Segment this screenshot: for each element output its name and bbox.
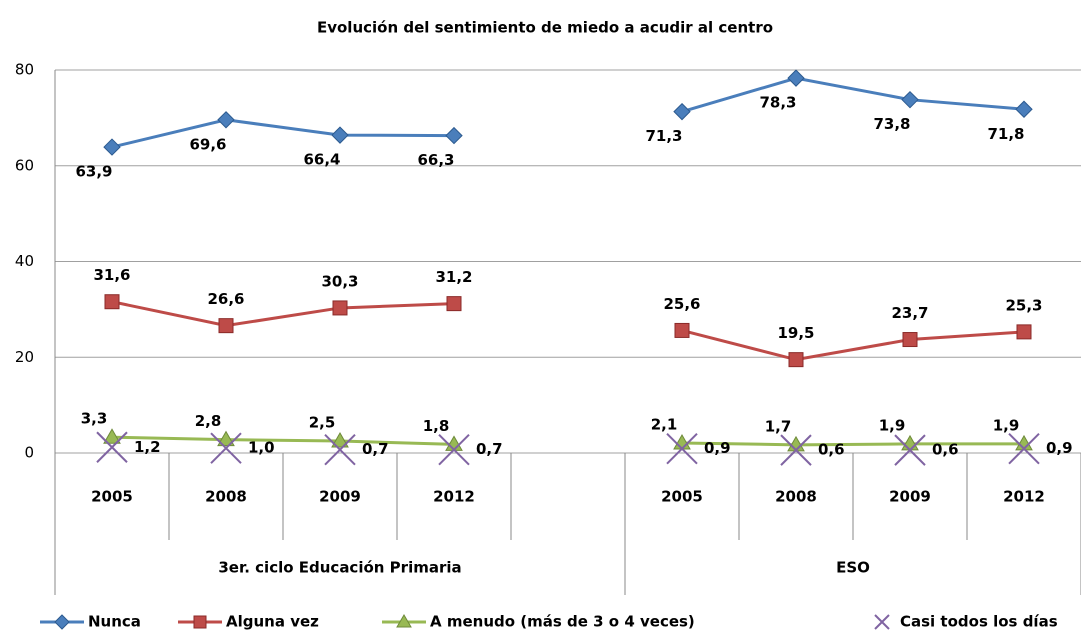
marker bbox=[894, 434, 926, 466]
data-label: 0,9 bbox=[704, 439, 731, 457]
chart-title: Evolución del sentimiento de miedo a acu… bbox=[317, 19, 773, 37]
marker bbox=[1016, 324, 1032, 340]
data-label: 1,9 bbox=[879, 416, 906, 434]
marker bbox=[674, 322, 690, 338]
x-tick-label: 2009 bbox=[319, 488, 361, 506]
legend-marker bbox=[396, 614, 412, 628]
y-tick-label: 80 bbox=[15, 61, 34, 79]
data-label: 25,6 bbox=[663, 295, 700, 313]
group-label: 3er. ciclo Educación Primaria bbox=[218, 559, 461, 577]
y-tick-label: 0 bbox=[24, 444, 34, 462]
y-tick-label: 60 bbox=[15, 156, 34, 174]
data-label: 31,2 bbox=[435, 268, 472, 286]
data-label: 0,9 bbox=[1046, 439, 1073, 457]
marker bbox=[787, 69, 805, 87]
x-tick-label: 2009 bbox=[889, 488, 931, 506]
x-tick-label: 2008 bbox=[775, 488, 817, 506]
data-label: 19,5 bbox=[777, 324, 814, 342]
marker bbox=[673, 102, 691, 121]
data-label: 23,7 bbox=[891, 304, 928, 322]
marker bbox=[902, 332, 918, 348]
marker bbox=[96, 431, 128, 463]
data-label: 0,7 bbox=[362, 440, 389, 458]
data-label: 69,6 bbox=[189, 135, 226, 153]
data-label: 1,9 bbox=[993, 416, 1020, 434]
x-tick-label: 2005 bbox=[661, 488, 703, 506]
marker bbox=[446, 296, 462, 312]
x-tick-label: 2012 bbox=[1003, 488, 1045, 506]
group-label: ESO bbox=[836, 559, 870, 577]
x-tick-label: 2012 bbox=[433, 488, 475, 506]
marker bbox=[780, 434, 812, 466]
data-label: 1,8 bbox=[423, 417, 450, 435]
marker bbox=[666, 432, 698, 465]
marker bbox=[1015, 100, 1033, 118]
x-tick-label: 2008 bbox=[205, 488, 247, 506]
marker bbox=[445, 126, 463, 145]
marker bbox=[104, 294, 120, 310]
data-label: 3,3 bbox=[81, 410, 108, 428]
data-label: 30,3 bbox=[321, 272, 358, 290]
marker bbox=[217, 430, 235, 447]
marker bbox=[103, 428, 121, 444]
marker bbox=[438, 433, 470, 466]
data-label: 1,7 bbox=[765, 417, 792, 435]
marker bbox=[332, 300, 348, 316]
data-label: 0,6 bbox=[932, 441, 959, 459]
marker bbox=[210, 432, 242, 464]
marker bbox=[1008, 432, 1040, 465]
data-label: 31,6 bbox=[93, 266, 130, 284]
data-label: 2,8 bbox=[195, 412, 222, 430]
marker bbox=[331, 126, 349, 144]
data-label: 71,3 bbox=[645, 127, 682, 145]
legend-marker bbox=[193, 615, 207, 629]
marker bbox=[901, 90, 919, 109]
legend-label: Alguna vez bbox=[226, 613, 319, 631]
legend-marker bbox=[54, 614, 70, 630]
legend-label: Casi todos los días bbox=[900, 613, 1058, 631]
series-line bbox=[111, 435, 1024, 447]
y-tick-label: 20 bbox=[15, 348, 34, 366]
data-label: 1,2 bbox=[134, 438, 161, 456]
marker bbox=[331, 432, 349, 448]
data-label: 2,1 bbox=[651, 415, 678, 433]
x-tick-label: 2005 bbox=[91, 488, 133, 506]
series-line bbox=[111, 300, 1025, 362]
marker bbox=[217, 111, 235, 129]
series-line bbox=[111, 76, 1025, 149]
data-label: 25,3 bbox=[1005, 296, 1042, 314]
data-label: 1,0 bbox=[248, 439, 275, 457]
legend-label: Nunca bbox=[88, 613, 141, 631]
data-label: 78,3 bbox=[759, 94, 796, 112]
data-label: 2,5 bbox=[309, 414, 336, 432]
data-label: 26,6 bbox=[207, 290, 244, 308]
y-tick-label: 40 bbox=[15, 252, 34, 270]
data-label: 71,8 bbox=[987, 125, 1024, 143]
data-label: 0,6 bbox=[818, 441, 845, 459]
marker bbox=[103, 138, 121, 156]
data-label: 63,9 bbox=[75, 163, 112, 181]
data-label: 73,8 bbox=[873, 115, 910, 133]
legend-label: A menudo (más de 3 o 4 veces) bbox=[430, 613, 695, 631]
marker bbox=[218, 318, 234, 334]
legend-marker bbox=[874, 614, 890, 630]
data-label: 66,3 bbox=[417, 151, 454, 169]
marker bbox=[324, 433, 356, 466]
data-label: 66,4 bbox=[303, 151, 340, 169]
marker bbox=[788, 352, 804, 368]
data-label: 0,7 bbox=[476, 440, 503, 458]
